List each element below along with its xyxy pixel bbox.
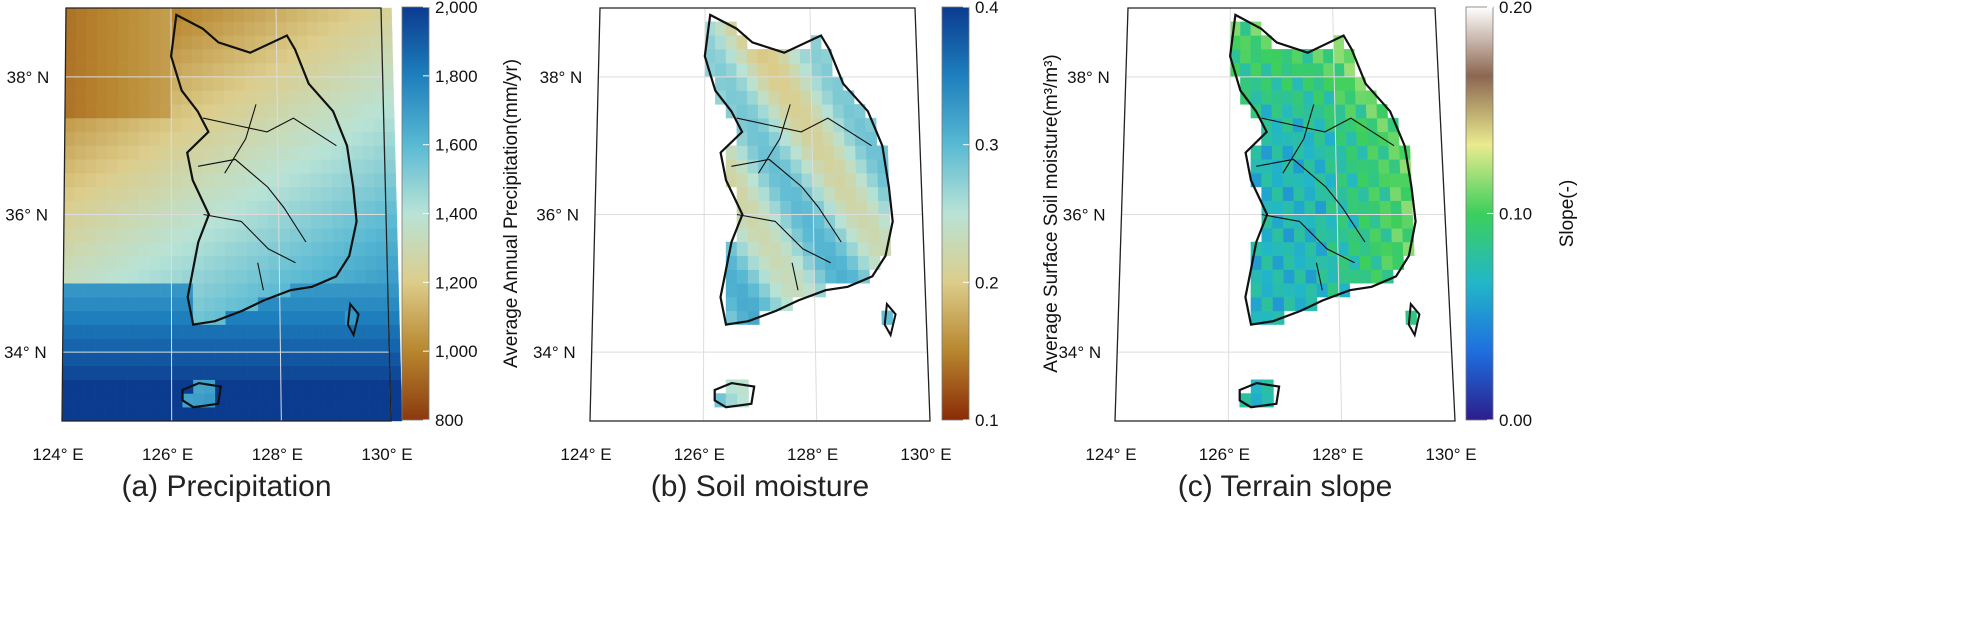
province-boundary [1261, 213, 1355, 264]
tsushima-coastline [883, 301, 897, 338]
lon-tick-label: 130° E [1425, 445, 1476, 464]
lon-tick-label: 124° E [32, 445, 83, 464]
lon-tick-label: 128° E [252, 445, 303, 464]
lat-tick-label: 38° N [540, 68, 583, 87]
colorbar-title: Slope(-) [1557, 180, 1578, 248]
lon-tick-label: 124° E [1085, 445, 1136, 464]
colorbar [941, 6, 970, 421]
precipitation-map: 38° N 36° N 34° N 124° E 126° E 128° E 130° E (… [4, 0, 522, 503]
colorbar-tick-label: 2,000 [435, 0, 478, 17]
province-boundary [731, 158, 842, 243]
jeju-coastline [181, 381, 223, 409]
colorbar-tick-label: 800 [435, 411, 463, 430]
panel-caption: (b) Soil moisture [651, 470, 869, 503]
lon-tick-label: 124° E [560, 445, 611, 464]
terrain-slope-map: 38° N 36° N 34° N 124° E 126° E 128° E 130° E (… [1058, 0, 1578, 503]
province-boundary [758, 104, 791, 174]
tsushima-coastline [1407, 301, 1421, 338]
colorbar-tick-label: 1,600 [435, 136, 478, 155]
colorbar-tick-label: 0.3 [975, 136, 999, 155]
lat-tick-label: 34° N [533, 343, 576, 362]
province-boundary [1256, 158, 1366, 243]
map-frame [589, 7, 931, 422]
province-boundary [1282, 104, 1315, 174]
colorbar-tick-label: 0.1 [975, 411, 999, 430]
colorbar-tick-label: 1,800 [435, 67, 478, 86]
lat-tick-label: 38° N [1067, 68, 1110, 87]
colorbar-tick-label: 0.00 [1499, 411, 1532, 430]
korea-coastline [1228, 13, 1417, 326]
lat-tick-label: 34° N [4, 343, 47, 362]
province-boundary [202, 117, 337, 147]
colorbar-tick-label: 0.10 [1499, 205, 1532, 224]
panel-caption: (c) Terrain slope [1178, 470, 1393, 503]
colorbar-title: Average Annual Precipitation(mm/yr) [501, 59, 522, 368]
map-frame [1114, 7, 1456, 422]
korea-coastline [703, 13, 894, 326]
province-boundary [224, 104, 257, 174]
lon-tick-label: 128° E [787, 445, 838, 464]
panel-terrain-slope: 38° N 36° N 34° N 124° E 126° E 128° E 130° E (… [1058, 0, 1975, 634]
jeju-coastline [1238, 381, 1281, 409]
raster-layer [61, 7, 403, 422]
colorbar-title: Average Surface Soil moisture(m³/m³) [1041, 54, 1062, 373]
panel-precipitation: 38° N 36° N 34° N 124° E 126° E 128° E 130° E (… [0, 0, 660, 634]
lon-tick-label: 130° E [900, 445, 951, 464]
lon-tick-label: 128° E [1312, 445, 1363, 464]
province-boundary [203, 213, 296, 264]
panel-soil-moisture: 38° N 36° N 34° N 124° E 126° E 128° E 130° E (… [533, 0, 1320, 634]
lon-tick-label: 126° E [1199, 445, 1250, 464]
province-boundary [791, 262, 799, 291]
jeju-coastline [713, 381, 756, 409]
colorbar-tick-label: 1,400 [435, 205, 478, 224]
lon-tick-label: 126° E [674, 445, 725, 464]
lat-tick-label: 38° N [7, 68, 50, 87]
tsushima-coastline [346, 301, 360, 338]
province-boundary [1261, 117, 1395, 147]
colorbar-tick-label: 1,000 [435, 342, 478, 361]
colorbar-tick-label: 0.4 [975, 0, 999, 17]
lat-tick-label: 34° N [1058, 343, 1101, 362]
soil-moisture-map: 38° N 36° N 34° N 124° E 126° E 128° E 130° E (… [533, 0, 1062, 503]
colorbar-tick-label: 0.2 [975, 273, 999, 292]
colorbar-tick-label: 0.20 [1499, 0, 1532, 17]
province-boundary [1315, 262, 1323, 291]
lat-tick-label: 36° N [5, 206, 48, 225]
province-boundary [736, 117, 872, 147]
panel-caption: (a) Precipitation [121, 470, 331, 503]
lat-tick-label: 36° N [536, 206, 579, 225]
lon-tick-label: 130° E [361, 445, 412, 464]
lon-tick-label: 126° E [142, 445, 193, 464]
colorbar-tick-label: 1,200 [435, 273, 478, 292]
korea-coastline [169, 13, 358, 326]
province-boundary [197, 158, 307, 243]
lat-tick-label: 36° N [1063, 206, 1106, 225]
province-boundary [736, 213, 831, 264]
map-frame [61, 7, 392, 422]
province-boundary [257, 262, 264, 291]
